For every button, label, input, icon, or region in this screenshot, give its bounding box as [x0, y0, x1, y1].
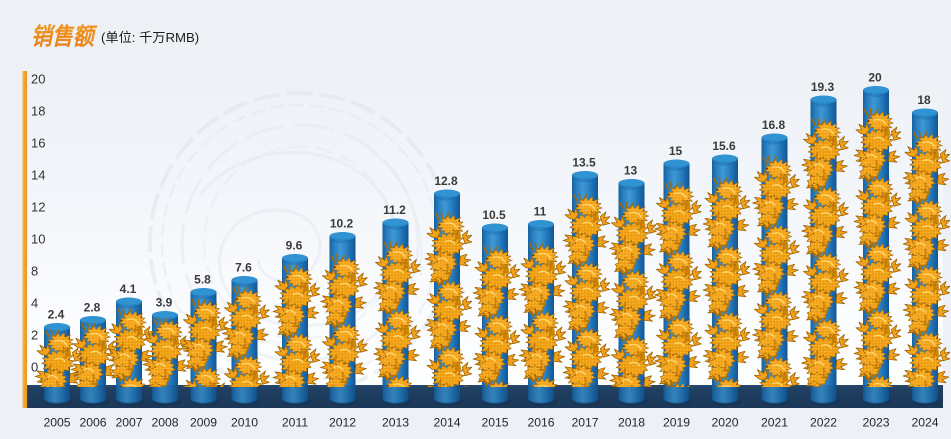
svg-text:2006: 2006 — [79, 416, 106, 430]
svg-text:8: 8 — [31, 263, 38, 278]
svg-text:销售额: 销售额 — [31, 23, 98, 50]
svg-text:2013: 2013 — [382, 416, 409, 430]
svg-text:12: 12 — [31, 199, 45, 214]
svg-text:2018: 2018 — [618, 416, 645, 430]
svg-text:2: 2 — [31, 327, 38, 342]
svg-text:2010: 2010 — [231, 416, 258, 430]
svg-text:2024: 2024 — [911, 416, 938, 430]
svg-text:19.3: 19.3 — [811, 80, 835, 94]
svg-text:10: 10 — [31, 231, 45, 246]
svg-text:2011: 2011 — [282, 416, 308, 430]
svg-text:2019: 2019 — [663, 416, 690, 430]
svg-text:10.5: 10.5 — [482, 208, 506, 222]
svg-text:2023: 2023 — [862, 416, 889, 430]
svg-text:2014: 2014 — [433, 416, 460, 430]
svg-text:18: 18 — [917, 93, 931, 107]
svg-text:2021: 2021 — [761, 416, 788, 430]
svg-text:2012: 2012 — [329, 416, 356, 430]
svg-text:2020: 2020 — [711, 416, 738, 430]
svg-text:15: 15 — [669, 144, 683, 158]
svg-text:2022: 2022 — [810, 416, 837, 430]
svg-text:16: 16 — [31, 135, 45, 150]
svg-text:(单位: 千万RMB): (单位: 千万RMB) — [101, 30, 199, 45]
svg-text:2.8: 2.8 — [84, 301, 101, 315]
svg-text:18: 18 — [31, 103, 45, 118]
svg-text:10.2: 10.2 — [330, 217, 354, 231]
svg-text:13.5: 13.5 — [572, 156, 596, 170]
svg-text:20: 20 — [868, 71, 882, 85]
svg-text:4: 4 — [31, 295, 38, 310]
svg-text:12.8: 12.8 — [434, 174, 458, 188]
svg-text:13: 13 — [624, 164, 638, 178]
svg-text:9.6: 9.6 — [286, 239, 303, 253]
svg-text:7.6: 7.6 — [235, 261, 252, 275]
svg-text:2.4: 2.4 — [48, 308, 65, 322]
svg-text:20: 20 — [31, 71, 45, 86]
svg-text:2015: 2015 — [481, 416, 508, 430]
svg-text:2009: 2009 — [190, 416, 217, 430]
svg-text:11.2: 11.2 — [383, 203, 406, 217]
svg-text:14: 14 — [31, 167, 45, 182]
svg-text:2016: 2016 — [527, 416, 554, 430]
svg-text:2008: 2008 — [151, 416, 178, 430]
svg-text:2017: 2017 — [571, 416, 598, 430]
svg-text:16.8: 16.8 — [762, 118, 786, 132]
svg-text:0: 0 — [31, 359, 38, 374]
svg-text:3.9: 3.9 — [156, 296, 173, 310]
svg-text:15.6: 15.6 — [712, 139, 736, 153]
svg-text:5.8: 5.8 — [194, 273, 211, 287]
svg-text:11: 11 — [534, 205, 547, 219]
svg-text:2005: 2005 — [43, 416, 70, 430]
svg-text:4.1: 4.1 — [120, 282, 137, 296]
svg-text:2007: 2007 — [115, 416, 142, 430]
